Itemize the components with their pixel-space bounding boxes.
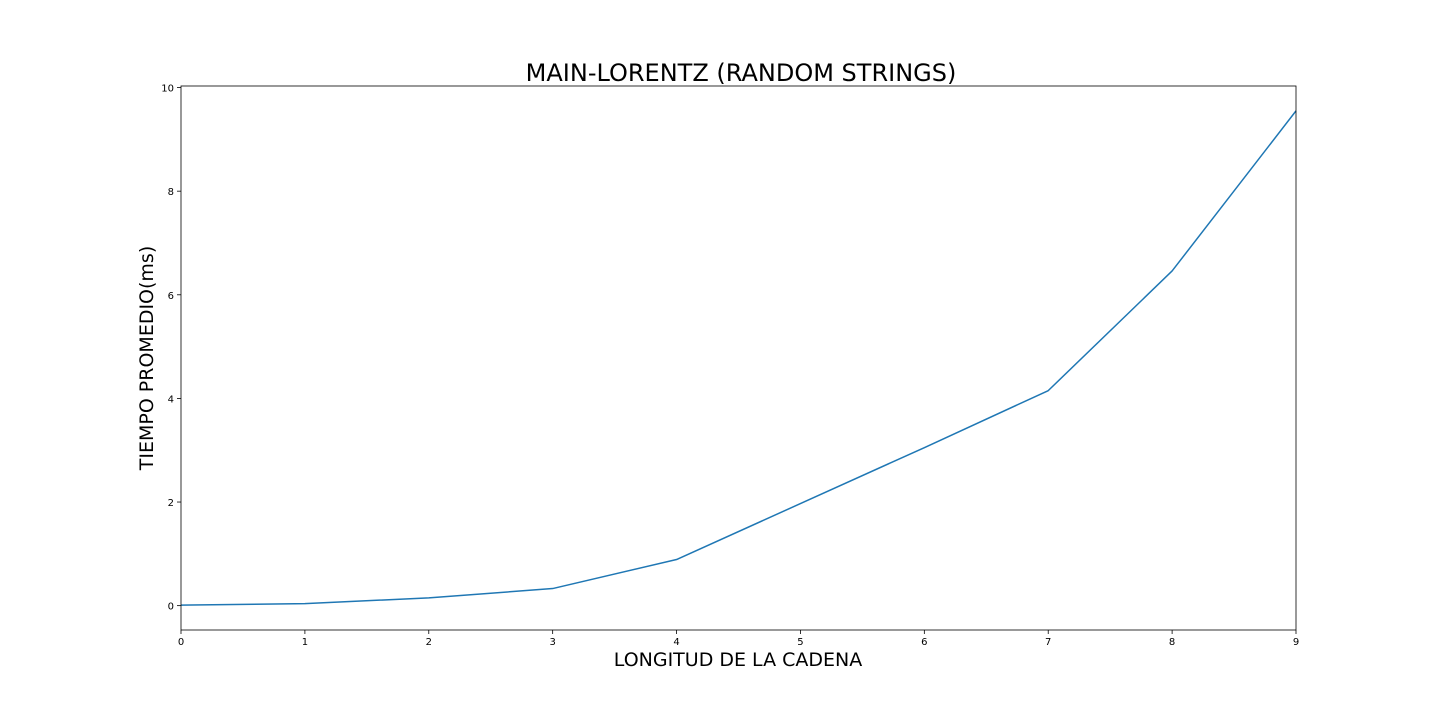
x-tick-label: 7 xyxy=(1045,637,1051,648)
x-tick-label: 4 xyxy=(673,637,679,648)
y-tick-label: 6 xyxy=(168,291,174,302)
y-axis-label: TIEMPO PROMEDIO(ms) xyxy=(136,246,158,472)
x-tick-label: 8 xyxy=(1169,637,1175,648)
plot-frame xyxy=(180,85,1297,631)
y-tick-label: 10 xyxy=(161,84,174,95)
x-tick-label: 5 xyxy=(797,637,803,648)
y-tick-label: 4 xyxy=(168,394,174,405)
y-tick-label: 8 xyxy=(168,187,174,198)
x-tick-label: 0 xyxy=(178,637,184,648)
x-tick-label: 3 xyxy=(549,637,555,648)
x-tick-label: 9 xyxy=(1293,637,1299,648)
x-axis-label: LONGITUD DE LA CADENA xyxy=(614,649,862,671)
chart-title: MAIN-LORENTZ (RANDOM STRINGS) xyxy=(526,59,957,87)
series-line xyxy=(180,110,1297,606)
y-tick-label: 0 xyxy=(168,602,174,613)
plot-area: 0 1 2 3 4 5 6 7 8 9 0 2 4 6 8 10 xyxy=(161,84,1299,648)
y-tick-label: 2 xyxy=(168,498,174,509)
x-tick-label: 1 xyxy=(302,637,308,648)
x-tick-label: 6 xyxy=(921,637,927,648)
x-tick-label: 2 xyxy=(426,637,432,648)
